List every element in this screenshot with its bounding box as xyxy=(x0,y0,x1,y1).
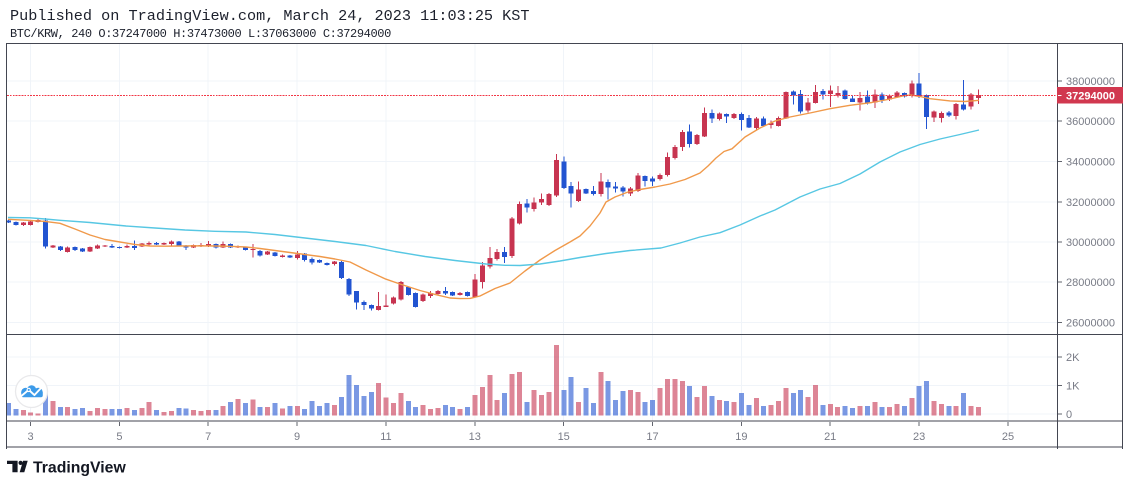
svg-text:19: 19 xyxy=(735,431,747,443)
svg-text:38000000: 38000000 xyxy=(1066,76,1115,88)
svg-text:25: 25 xyxy=(1002,431,1014,443)
svg-text:17: 17 xyxy=(646,431,658,443)
svg-text:15: 15 xyxy=(558,431,570,443)
svg-text:TradingView: TradingView xyxy=(33,459,126,476)
svg-text:5: 5 xyxy=(116,431,122,443)
svg-text:7: 7 xyxy=(205,431,211,443)
svg-text:30000000: 30000000 xyxy=(1066,237,1115,249)
svg-text:13: 13 xyxy=(469,431,481,443)
svg-text:34000000: 34000000 xyxy=(1066,157,1115,169)
svg-text:2K: 2K xyxy=(1066,352,1080,364)
svg-text:9: 9 xyxy=(294,431,300,443)
svg-text:32000000: 32000000 xyxy=(1066,197,1115,209)
svg-text:11: 11 xyxy=(380,431,391,443)
svg-text:Published on TradingView.com,: Published on TradingView.com, March 24, … xyxy=(10,7,530,25)
svg-text:0: 0 xyxy=(1066,409,1072,421)
svg-text:26000000: 26000000 xyxy=(1066,318,1115,330)
svg-text:21: 21 xyxy=(824,431,836,443)
svg-text:37294000: 37294000 xyxy=(1066,91,1115,103)
svg-text:28000000: 28000000 xyxy=(1066,277,1115,289)
svg-text:36000000: 36000000 xyxy=(1066,116,1115,128)
svg-text:1K: 1K xyxy=(1066,381,1080,393)
svg-text:BTC/KRW, 240 O:37247000 H:3747: BTC/KRW, 240 O:37247000 H:37473000 L:370… xyxy=(10,27,391,41)
svg-text:3: 3 xyxy=(27,431,33,443)
svg-text:23: 23 xyxy=(913,431,925,443)
